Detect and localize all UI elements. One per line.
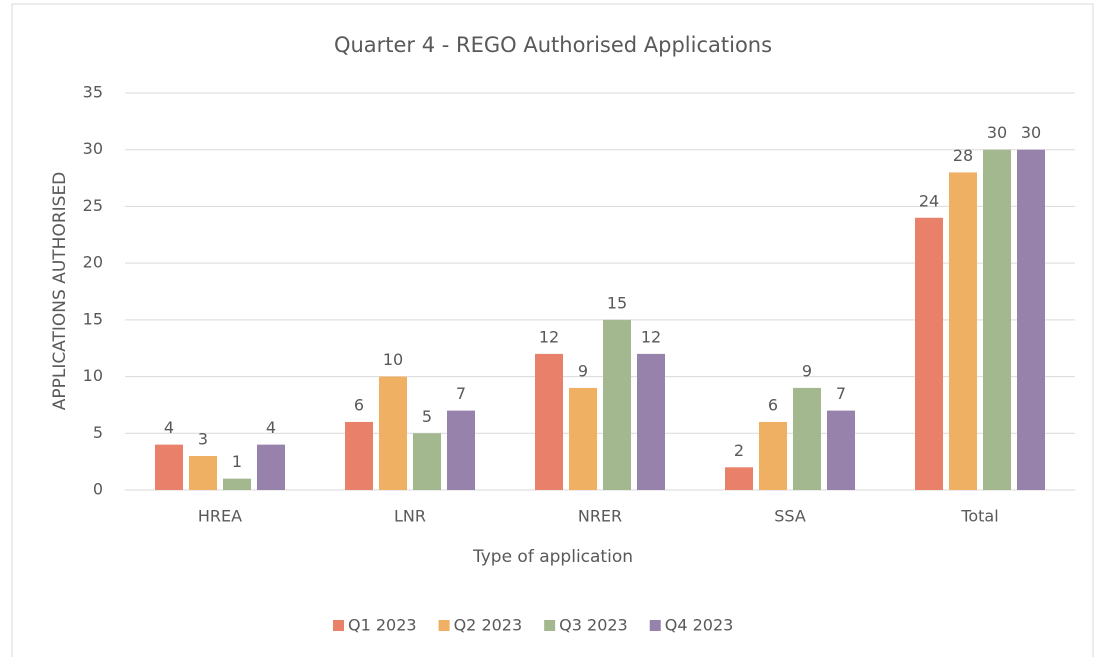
bar bbox=[345, 421, 373, 490]
y-tick-label: 25 bbox=[83, 196, 103, 215]
x-tick-label: Total bbox=[960, 507, 998, 526]
data-label: 4 bbox=[266, 418, 276, 437]
legend-label: Q3 2023 bbox=[559, 616, 628, 635]
y-tick-label: 35 bbox=[83, 83, 103, 102]
bar bbox=[447, 410, 475, 490]
bar bbox=[827, 410, 855, 490]
chart-frame bbox=[11, 3, 1094, 657]
legend-label: Q2 2023 bbox=[454, 616, 523, 635]
bar bbox=[223, 478, 251, 490]
data-label: 6 bbox=[354, 395, 364, 414]
x-tick-label: LNR bbox=[394, 507, 426, 526]
legend-swatch bbox=[333, 620, 344, 631]
bar bbox=[637, 353, 665, 490]
legend-label: Q1 2023 bbox=[348, 616, 417, 635]
bar bbox=[759, 421, 787, 490]
data-label: 28 bbox=[953, 146, 973, 165]
y-tick-label: 30 bbox=[83, 139, 103, 158]
data-label: 15 bbox=[607, 293, 627, 312]
y-tick-label: 5 bbox=[93, 423, 103, 442]
bar bbox=[535, 353, 563, 490]
y-tick-label: 0 bbox=[93, 480, 103, 499]
data-label: 24 bbox=[919, 191, 939, 210]
bar bbox=[155, 444, 183, 490]
data-label: 12 bbox=[539, 327, 559, 346]
legend-swatch bbox=[649, 620, 661, 631]
data-label: 3 bbox=[198, 429, 208, 448]
x-tick-label: SSA bbox=[774, 507, 806, 526]
data-label: 10 bbox=[383, 350, 403, 369]
data-label: 12 bbox=[641, 327, 661, 346]
data-label: 30 bbox=[1021, 123, 1041, 142]
data-label: 6 bbox=[768, 395, 778, 414]
data-label: 2 bbox=[734, 441, 744, 460]
data-label: 7 bbox=[456, 384, 466, 403]
y-tick-label: 15 bbox=[83, 309, 103, 328]
data-label: 4 bbox=[164, 418, 174, 437]
data-label: 9 bbox=[578, 361, 588, 380]
x-tick-label: HREA bbox=[198, 507, 242, 526]
bar bbox=[725, 467, 753, 490]
data-label: 1 bbox=[232, 452, 242, 471]
chart-title: Quarter 4 - REGO Authorised Applications bbox=[334, 33, 772, 57]
legend-label: Q4 2023 bbox=[665, 616, 734, 635]
bar bbox=[569, 387, 597, 490]
legend-swatch bbox=[438, 620, 450, 631]
data-label: 7 bbox=[836, 384, 846, 403]
y-tick-label: 10 bbox=[83, 366, 103, 385]
bar bbox=[915, 217, 943, 490]
x-tick-label: NRER bbox=[578, 507, 622, 526]
bar bbox=[257, 444, 285, 490]
bar bbox=[1017, 149, 1045, 490]
bar bbox=[189, 455, 217, 490]
y-tick-label: 20 bbox=[83, 253, 103, 272]
legend-swatch bbox=[544, 620, 556, 631]
data-label: 9 bbox=[802, 361, 812, 380]
x-axis-title: Type of application bbox=[472, 547, 633, 567]
bar bbox=[793, 387, 821, 490]
bar bbox=[413, 433, 441, 490]
bar bbox=[603, 319, 631, 490]
data-label: 5 bbox=[422, 407, 432, 426]
bar bbox=[983, 149, 1011, 490]
bar bbox=[379, 376, 407, 490]
y-axis-title: APPLICATIONS AUTHORISED bbox=[50, 172, 70, 411]
bar bbox=[949, 172, 977, 490]
data-label: 30 bbox=[987, 123, 1007, 142]
